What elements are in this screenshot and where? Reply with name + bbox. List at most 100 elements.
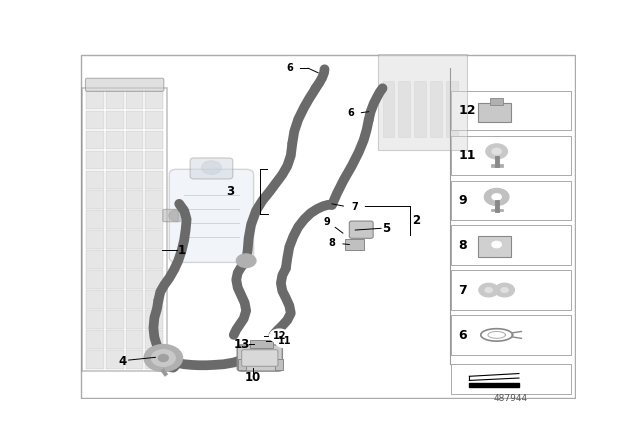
FancyBboxPatch shape xyxy=(451,315,571,355)
Circle shape xyxy=(280,61,300,75)
Text: 487944: 487944 xyxy=(493,393,527,403)
FancyBboxPatch shape xyxy=(190,158,233,179)
FancyBboxPatch shape xyxy=(125,190,143,209)
Text: 9: 9 xyxy=(458,194,467,207)
FancyBboxPatch shape xyxy=(125,310,143,329)
FancyBboxPatch shape xyxy=(349,221,373,238)
FancyBboxPatch shape xyxy=(490,98,503,105)
FancyBboxPatch shape xyxy=(145,171,163,189)
Text: 12: 12 xyxy=(458,104,476,117)
Text: 11: 11 xyxy=(458,149,476,162)
Circle shape xyxy=(495,283,515,297)
FancyBboxPatch shape xyxy=(125,350,143,369)
FancyBboxPatch shape xyxy=(106,310,124,329)
FancyBboxPatch shape xyxy=(106,250,124,269)
Circle shape xyxy=(492,148,502,155)
Circle shape xyxy=(492,241,502,248)
FancyBboxPatch shape xyxy=(250,340,273,349)
FancyBboxPatch shape xyxy=(145,211,163,229)
Circle shape xyxy=(317,215,337,229)
FancyBboxPatch shape xyxy=(86,330,104,349)
FancyBboxPatch shape xyxy=(145,111,163,129)
Text: 1: 1 xyxy=(178,244,186,257)
Bar xyxy=(446,82,458,137)
FancyBboxPatch shape xyxy=(86,78,164,91)
FancyBboxPatch shape xyxy=(125,330,143,349)
Text: 5: 5 xyxy=(383,222,390,235)
Text: 7: 7 xyxy=(351,202,358,212)
FancyBboxPatch shape xyxy=(125,171,143,189)
FancyBboxPatch shape xyxy=(106,190,124,209)
FancyBboxPatch shape xyxy=(106,111,124,129)
Circle shape xyxy=(269,329,289,343)
Circle shape xyxy=(500,287,509,293)
FancyBboxPatch shape xyxy=(478,103,511,122)
FancyBboxPatch shape xyxy=(81,55,575,398)
FancyBboxPatch shape xyxy=(145,190,163,209)
Text: 12: 12 xyxy=(273,331,286,341)
FancyBboxPatch shape xyxy=(106,230,124,249)
Text: 11: 11 xyxy=(278,336,292,346)
Circle shape xyxy=(344,200,364,214)
FancyBboxPatch shape xyxy=(125,90,143,109)
FancyBboxPatch shape xyxy=(145,290,163,309)
Text: 6: 6 xyxy=(458,329,467,342)
FancyBboxPatch shape xyxy=(145,270,163,289)
Text: 13: 13 xyxy=(234,338,250,351)
FancyBboxPatch shape xyxy=(106,350,124,369)
FancyBboxPatch shape xyxy=(378,54,467,151)
FancyBboxPatch shape xyxy=(145,130,163,149)
FancyBboxPatch shape xyxy=(125,130,143,149)
FancyBboxPatch shape xyxy=(163,209,178,222)
FancyBboxPatch shape xyxy=(86,211,104,229)
Circle shape xyxy=(492,194,502,200)
FancyBboxPatch shape xyxy=(106,211,124,229)
Text: 3: 3 xyxy=(226,185,234,198)
FancyBboxPatch shape xyxy=(145,350,163,369)
FancyBboxPatch shape xyxy=(86,310,104,329)
Bar xyxy=(491,164,502,167)
FancyBboxPatch shape xyxy=(145,330,163,349)
Text: 7: 7 xyxy=(458,284,467,297)
Circle shape xyxy=(236,254,256,267)
FancyBboxPatch shape xyxy=(451,136,571,175)
FancyBboxPatch shape xyxy=(451,270,571,310)
FancyBboxPatch shape xyxy=(86,111,104,129)
FancyBboxPatch shape xyxy=(106,171,124,189)
FancyBboxPatch shape xyxy=(145,90,163,109)
FancyBboxPatch shape xyxy=(86,290,104,309)
Bar xyxy=(430,82,442,137)
FancyBboxPatch shape xyxy=(106,90,124,109)
Circle shape xyxy=(479,283,499,297)
Text: 8: 8 xyxy=(328,238,335,249)
Bar xyxy=(469,383,519,387)
Circle shape xyxy=(152,350,175,366)
FancyBboxPatch shape xyxy=(106,151,124,169)
Circle shape xyxy=(145,345,182,371)
FancyBboxPatch shape xyxy=(86,250,104,269)
Text: 4: 4 xyxy=(118,355,126,368)
FancyBboxPatch shape xyxy=(169,169,253,263)
Text: 2: 2 xyxy=(412,214,420,227)
FancyBboxPatch shape xyxy=(86,270,104,289)
Text: 8: 8 xyxy=(458,239,467,252)
FancyBboxPatch shape xyxy=(145,310,163,329)
FancyBboxPatch shape xyxy=(451,225,571,265)
Circle shape xyxy=(202,161,221,174)
Text: 9: 9 xyxy=(324,217,330,227)
FancyBboxPatch shape xyxy=(86,171,104,189)
FancyBboxPatch shape xyxy=(478,236,511,257)
FancyBboxPatch shape xyxy=(346,239,364,250)
FancyBboxPatch shape xyxy=(106,290,124,309)
FancyBboxPatch shape xyxy=(451,91,571,130)
FancyBboxPatch shape xyxy=(125,151,143,169)
FancyBboxPatch shape xyxy=(125,211,143,229)
FancyBboxPatch shape xyxy=(451,181,571,220)
FancyBboxPatch shape xyxy=(86,190,104,209)
FancyBboxPatch shape xyxy=(242,350,278,366)
Bar xyxy=(399,82,410,137)
FancyBboxPatch shape xyxy=(125,250,143,269)
FancyBboxPatch shape xyxy=(125,111,143,129)
FancyBboxPatch shape xyxy=(237,345,282,371)
FancyBboxPatch shape xyxy=(275,359,283,370)
